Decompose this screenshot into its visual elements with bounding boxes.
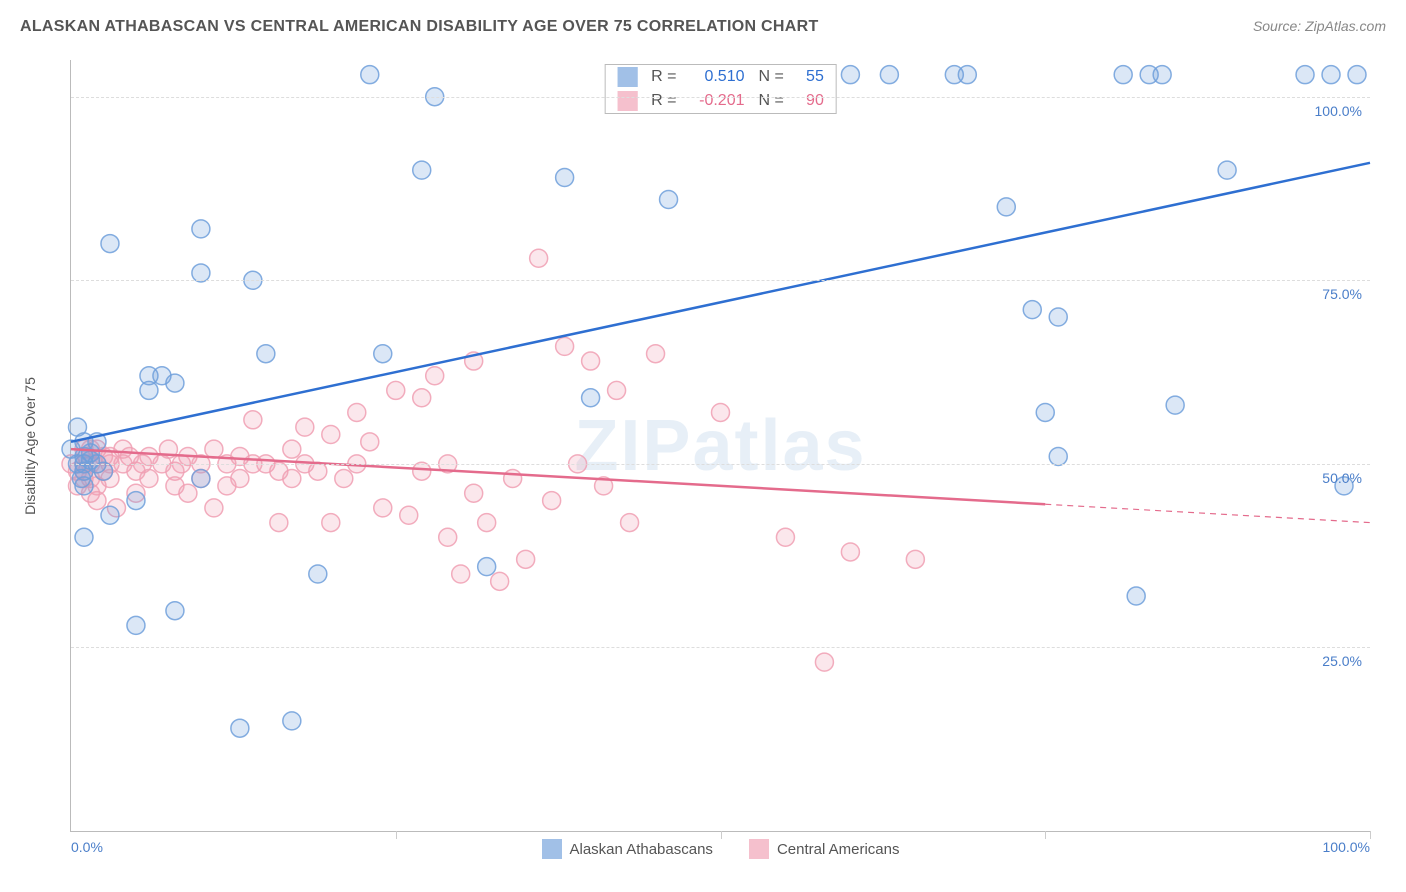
gridline-h [71,97,1370,98]
y-tick-label: 75.0% [1322,286,1362,302]
stats-legend: R = 0.510 N = 55 R = -0.201 N = 90 [604,64,837,114]
gridline-h [71,464,1370,465]
y-axis-label: Disability Age Over 75 [22,377,38,515]
source-attribution: Source: ZipAtlas.com [1253,18,1386,34]
r-value-b: -0.201 [691,92,745,110]
r-label: R = [651,68,676,86]
x-tick [1045,831,1046,839]
scatter-svg [71,60,1370,831]
legend-label-a: Alaskan Athabascans [570,841,713,858]
r-label: R = [651,92,676,110]
n-value-a: 55 [798,68,824,86]
source-name: ZipAtlas.com [1305,18,1386,34]
source-prefix: Source: [1253,18,1305,34]
plot-area: ZIPatlas R = 0.510 N = 55 R = -0.201 N =… [70,60,1370,832]
n-value-b: 90 [798,92,824,110]
category-legend: Alaskan Athabascans Central Americans [542,839,900,859]
y-tick-label: 50.0% [1322,470,1362,486]
y-tick-label: 25.0% [1322,653,1362,669]
swatch-series-a [542,839,562,859]
gridline-h [71,647,1370,648]
legend-label-b: Central Americans [777,841,900,858]
stats-row-b: R = -0.201 N = 90 [605,89,836,113]
legend-item-a: Alaskan Athabascans [542,839,713,859]
swatch-series-a [617,67,637,87]
x-tick [1370,831,1371,839]
x-tick-min: 0.0% [71,839,103,855]
x-tick-max: 100.0% [1323,839,1370,855]
swatch-series-b [617,91,637,111]
y-tick-label: 100.0% [1315,103,1362,119]
x-tick [396,831,397,839]
gridline-h [71,280,1370,281]
title-row: ALASKAN ATHABASCAN VS CENTRAL AMERICAN D… [20,18,1386,36]
r-value-a: 0.510 [691,68,745,86]
chart-title: ALASKAN ATHABASCAN VS CENTRAL AMERICAN D… [20,18,819,36]
swatch-series-b [749,839,769,859]
n-label: N = [759,68,784,86]
chart-frame: ALASKAN ATHABASCAN VS CENTRAL AMERICAN D… [0,0,1406,892]
legend-item-b: Central Americans [749,839,900,859]
x-tick [721,831,722,839]
n-label: N = [759,92,784,110]
stats-row-a: R = 0.510 N = 55 [605,65,836,89]
